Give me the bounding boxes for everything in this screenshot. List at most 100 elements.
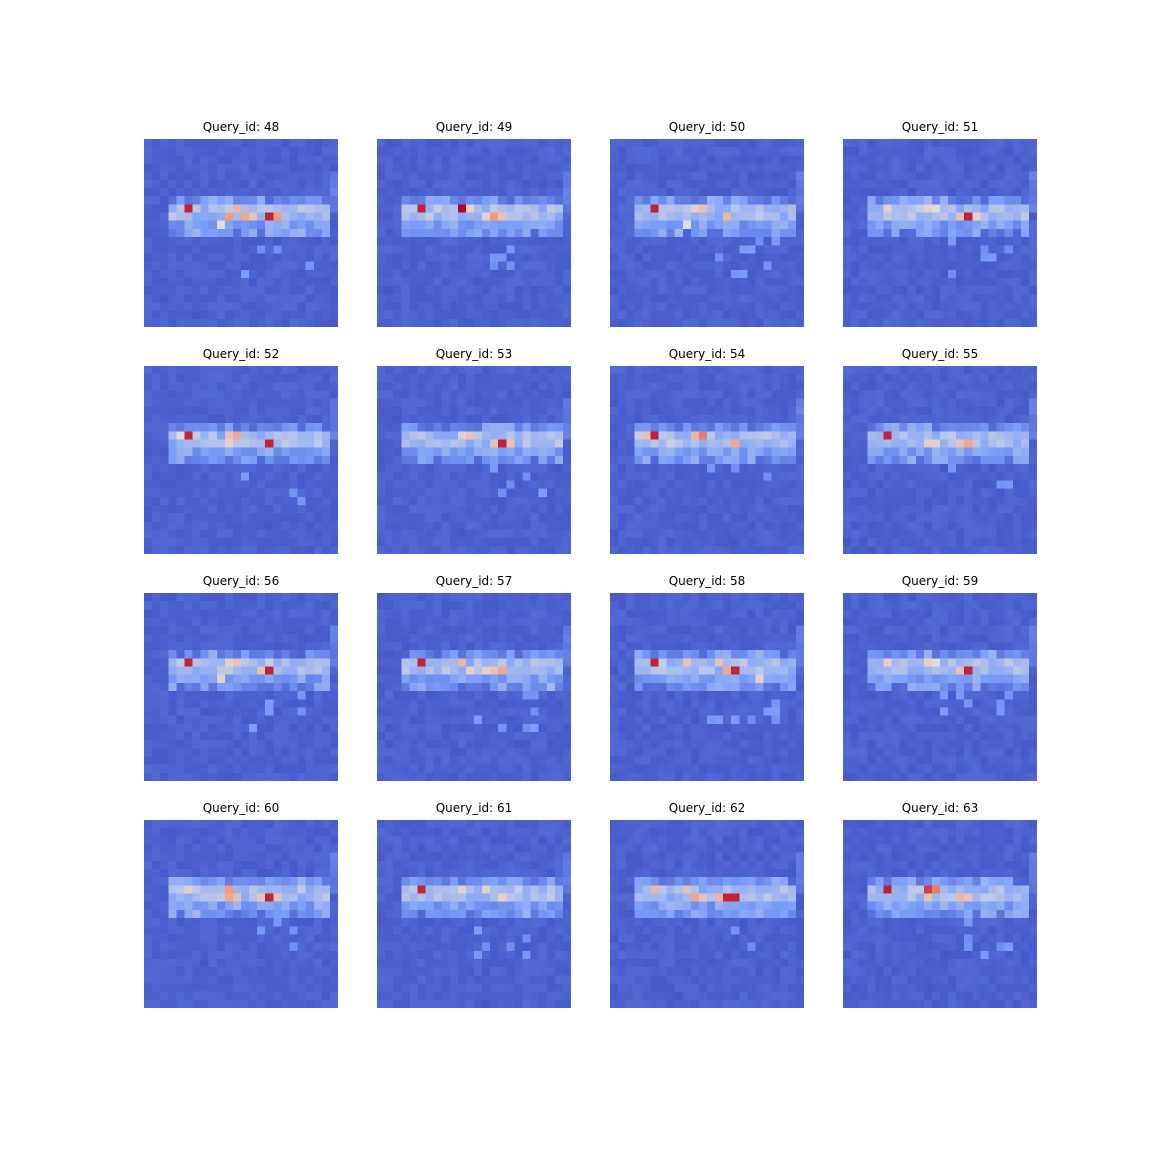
heatmap-cell [297,431,306,440]
heatmap-cell [498,415,507,424]
heatmap-cell [972,366,981,375]
heatmap-cell [257,504,266,514]
panel-title: Query_id: 49 [435,120,513,134]
heatmap-cell [956,390,965,399]
heatmap-cell [200,455,209,465]
heatmap-panel: Query_id: 49 [377,119,571,327]
heatmap-cell [208,455,217,465]
heatmap-cell [176,294,185,303]
heatmap-cell [313,294,322,303]
heatmap-cell [787,406,797,416]
heatmap-cell [1028,366,1037,375]
heatmap-cell [923,253,933,262]
heatmap-cell [899,171,908,181]
heatmap-cell [562,228,571,238]
heatmap-cell [377,163,386,172]
heatmap-cell [192,431,201,440]
heatmap-cell [626,220,635,230]
heatmap-cell [634,390,643,399]
heatmap-cell [634,294,643,303]
heatmap-cell [972,431,981,440]
heatmap-cell [859,366,868,375]
heatmap-cell [474,374,483,383]
heatmap-cell [401,155,410,164]
heatmap-cell [257,398,266,408]
heatmap-cell [771,374,780,383]
heatmap-cell [176,472,185,481]
heatmap-cell [610,390,619,399]
heatmap-cell [522,139,531,148]
heatmap-cell [650,310,659,319]
heatmap-cell [698,464,708,473]
heatmap-cell [377,521,386,530]
heatmap-cell [867,139,876,148]
heatmap-cell [241,731,250,741]
heatmap-cell [144,406,153,416]
heatmap-cell [931,294,941,303]
heatmap-cell [273,764,282,773]
heatmap-cell [554,398,564,408]
heatmap-cell [200,480,209,489]
heatmap-cell [562,155,571,164]
heatmap-cell [449,537,458,546]
heatmap-cell [409,415,418,424]
heatmap-cell [329,521,338,530]
heatmap-cell [168,625,177,635]
heatmap-cell [1004,286,1013,295]
heatmap-cell [666,286,675,295]
heatmap-cell [723,302,732,311]
heatmap-cell [964,188,973,197]
heatmap-cell [907,439,916,448]
heatmap-cell [626,196,635,205]
heatmap-cell [200,204,209,213]
heatmap-cell [377,406,386,416]
panel-title: Query_id: 48 [202,120,280,134]
heatmap-cell [956,237,965,246]
heatmap-cell [184,237,193,246]
heatmap-cell [482,513,491,522]
heatmap-cell [144,617,153,626]
heatmap-cell [457,155,467,164]
heatmap-cell [522,188,531,197]
heatmap-cell [530,310,539,319]
heatmap-cell [273,212,282,221]
heatmap-cell [931,318,941,327]
heatmap-cell [562,537,571,546]
heatmap-cell [972,277,981,287]
heatmap-cell [289,633,298,643]
heatmap-cell [988,415,997,424]
heatmap-cell [731,406,740,416]
heatmap-cell [385,204,394,213]
heatmap-cell [192,723,201,733]
heatmap-cell [851,171,860,181]
heatmap-cell [972,188,981,197]
heatmap-cell [329,406,338,416]
heatmap-cell [401,455,410,465]
heatmap-cell [329,318,338,327]
heatmap-cell [1020,261,1030,270]
heatmap-cell [393,253,402,262]
heatmap-cell [482,318,491,327]
heatmap-cell [546,253,555,262]
heatmap-cell [208,163,217,172]
heatmap-cell [948,545,957,554]
heatmap-cell [281,220,290,230]
heatmap-cell [289,318,298,327]
heatmap-cell [554,464,564,473]
heatmap-cell [176,682,185,692]
heatmap-cell [698,447,708,457]
heatmap-cell [184,245,193,254]
heatmap-cell [490,220,499,230]
heatmap-cell [265,504,274,514]
heatmap-cell [482,253,491,262]
heatmap-cell [216,545,225,554]
heatmap-cell [417,529,426,538]
heatmap-cell [915,261,924,270]
heatmap-cell [530,529,539,538]
heatmap-cell [1020,513,1030,522]
heatmap-cell [305,682,314,692]
heatmap-cell [216,204,225,213]
heatmap-cell [996,406,1005,416]
heatmap-cell [650,237,659,246]
heatmap-cell [160,617,169,626]
